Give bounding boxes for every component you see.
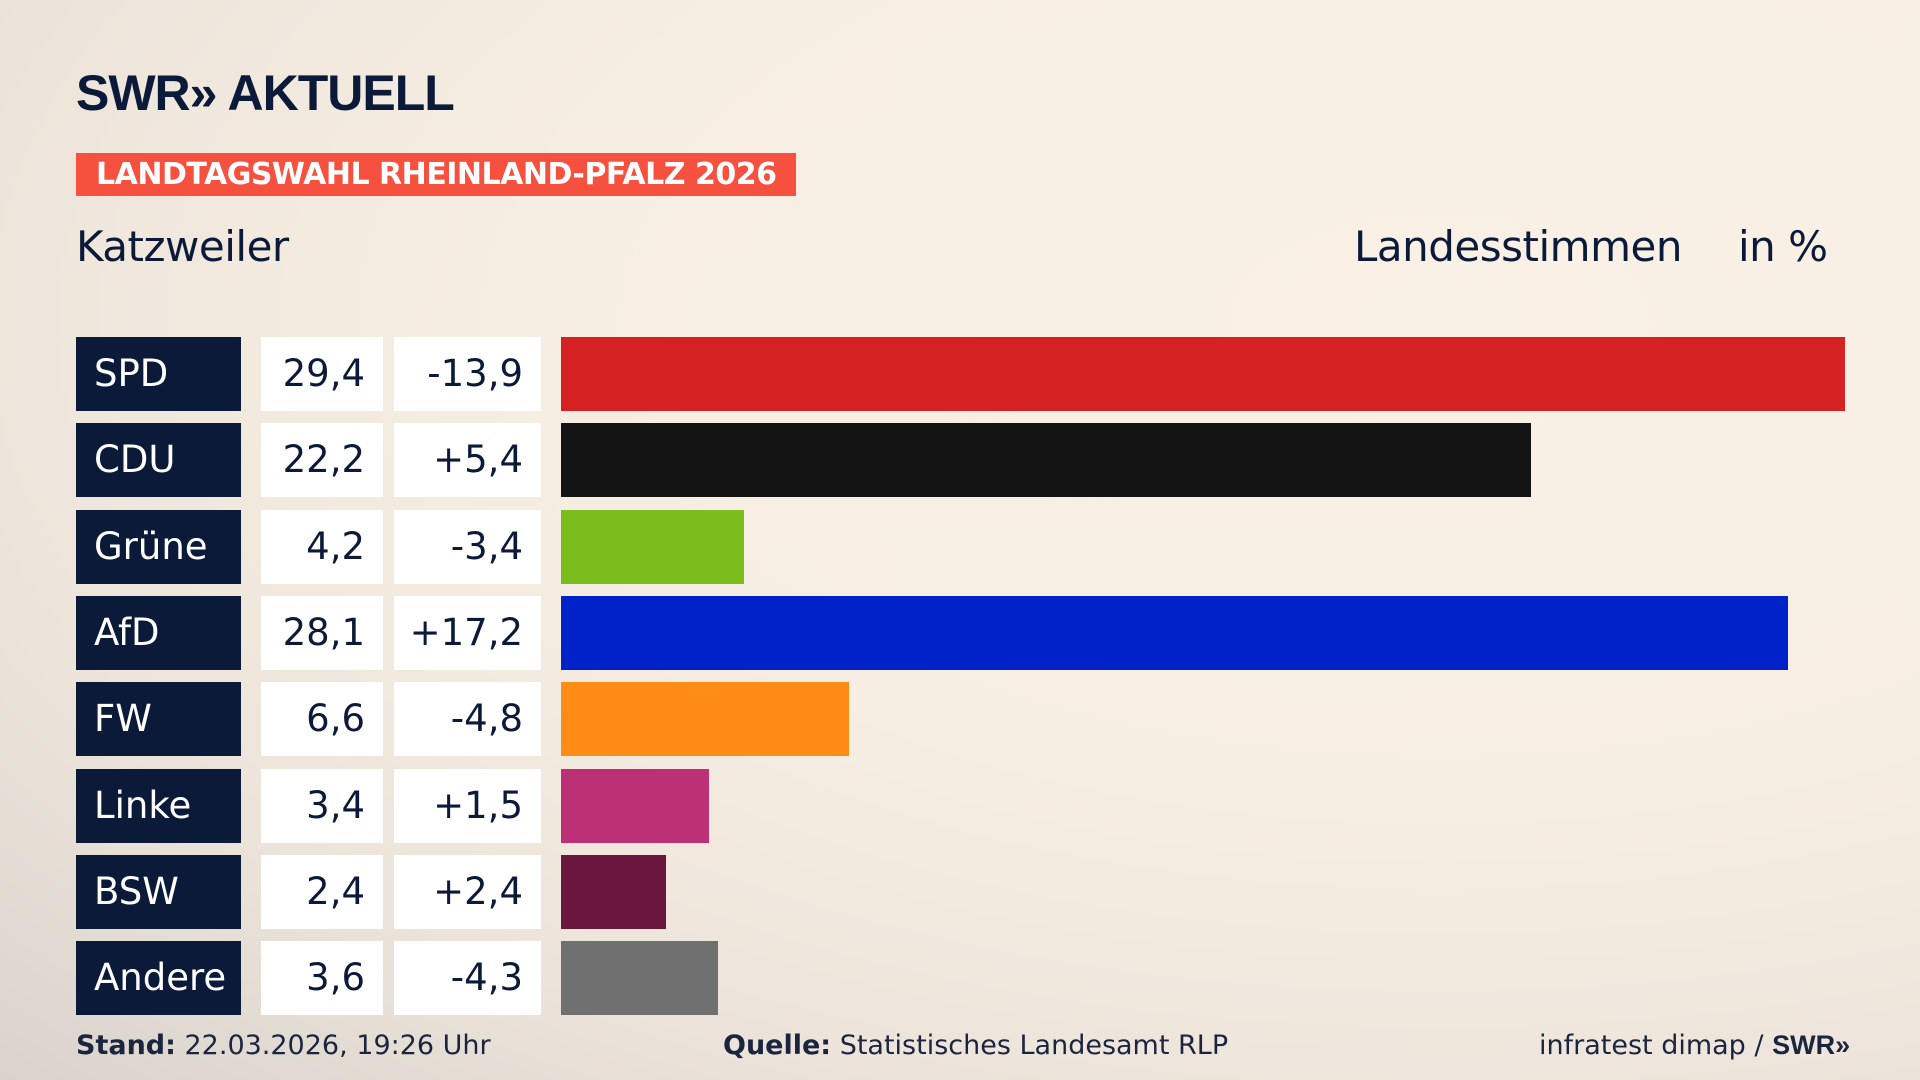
diff-label: -4,8 [394, 682, 541, 757]
party-label: CDU [76, 423, 241, 498]
bar-spd [561, 337, 1845, 411]
bar-linke [561, 768, 710, 843]
party-label: AfD [76, 595, 241, 670]
value-label: 22,2 [261, 423, 383, 498]
diff-label: -3,4 [394, 509, 541, 584]
bar-grüne [561, 509, 745, 584]
result-row: Grüne 4,2 -3,4 [0, 509, 1920, 584]
bar-afd [561, 595, 1789, 670]
swr-logo: SWR» [1772, 1030, 1851, 1060]
party-label: BSW [76, 854, 241, 929]
party-label: Grüne [76, 509, 241, 584]
place-title: Katzweiler [76, 222, 289, 271]
bar-bsw [561, 854, 666, 929]
result-row: FW 6,6 -4,8 [0, 682, 1920, 757]
unit-label: in % [1738, 222, 1828, 271]
diff-label: -4,3 [394, 941, 541, 1016]
result-row: Linke 3,4 +1,5 [0, 768, 1920, 843]
party-label: SPD [76, 337, 241, 411]
diff-label: +2,4 [394, 854, 541, 929]
value-label: 29,4 [261, 337, 383, 411]
value-label: 2,4 [261, 854, 383, 929]
stand-label: Stand: [76, 1030, 176, 1061]
timestamp: Stand: 22.03.2026, 19:26 Uhr [76, 1030, 491, 1061]
source: Quelle: Statistisches Landesamt RLP [723, 1030, 1228, 1061]
result-row: BSW 2,4 +2,4 [0, 854, 1920, 929]
swr-aktuell-logo: SWR» AKTUELL [76, 65, 455, 121]
diff-label: +1,5 [394, 768, 541, 843]
result-row: AfD 28,1 +17,2 [0, 595, 1920, 670]
value-label: 3,6 [261, 941, 383, 1016]
measure-label: Landesstimmen [1354, 222, 1682, 271]
stand-value: 22.03.2026, 19:26 Uhr [175, 1030, 491, 1061]
value-label: 6,6 [261, 682, 383, 757]
party-label: Linke [76, 768, 241, 843]
bar-andere [561, 941, 719, 1016]
source-label: Quelle: [723, 1030, 832, 1061]
credit-text: infratest dimap / [1539, 1030, 1773, 1061]
credit: infratest dimap / SWR» [1539, 1030, 1850, 1061]
result-row: CDU 22,2 +5,4 [0, 423, 1920, 498]
bar-fw [561, 682, 850, 757]
value-label: 4,2 [261, 509, 383, 584]
result-row: SPD 29,4 -13,9 [0, 337, 1920, 411]
source-value: Statistisches Landesamt RLP [831, 1030, 1229, 1061]
party-label: Andere [76, 941, 241, 1016]
diff-label: +5,4 [394, 423, 541, 498]
diff-label: +17,2 [394, 595, 541, 670]
bar-cdu [561, 423, 1531, 498]
value-label: 28,1 [261, 595, 383, 670]
party-label: FW [76, 682, 241, 757]
election-banner: LANDTAGSWAHL RHEINLAND-PFALZ 2026 [76, 153, 797, 196]
result-row: Andere 3,6 -4,3 [0, 941, 1920, 1016]
diff-label: -13,9 [394, 337, 541, 411]
value-label: 3,4 [261, 768, 383, 843]
